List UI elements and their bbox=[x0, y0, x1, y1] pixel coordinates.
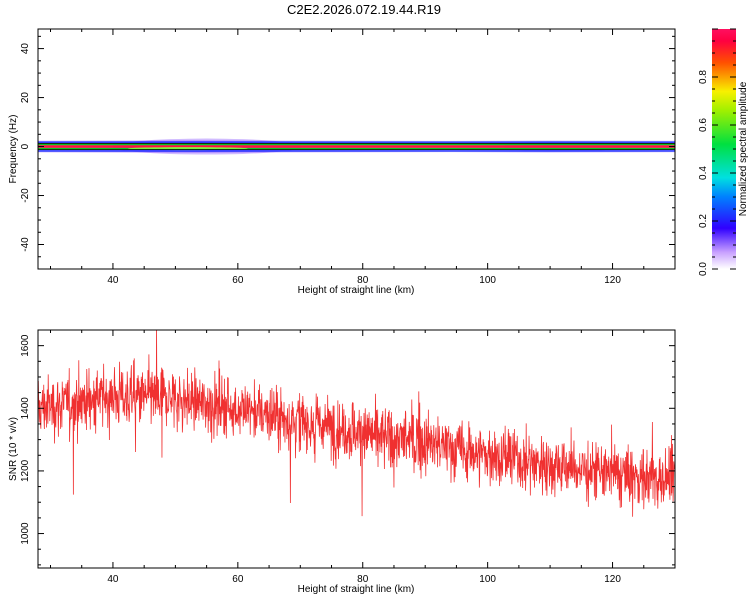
spectrogram-xtick-label: 80 bbox=[357, 275, 369, 286]
spectrogram-image bbox=[38, 138, 675, 155]
spectrogram-ytick-label: 0 bbox=[20, 143, 31, 149]
snr-ytick-label: 1600 bbox=[20, 334, 31, 357]
colorbar-tick-label: 0.4 bbox=[698, 166, 709, 180]
colorbar-gradient bbox=[712, 29, 736, 269]
colorbar-ticks: 0.0 0.2 0.4 0.6 0.8 bbox=[698, 28, 736, 276]
spectrogram-ytick-label: -40 bbox=[20, 237, 31, 252]
snr-xlabel: Height of straight line (km) bbox=[298, 584, 415, 595]
snr-xtick-label: 100 bbox=[479, 574, 496, 585]
colorbar-label: Normalized spectral amplitude bbox=[738, 81, 749, 216]
spectrogram-ytick-label: 20 bbox=[20, 92, 31, 104]
snr-panel: 40 60 80 100 120 1000 1200 1400 1600 Height of s… bbox=[8, 329, 676, 595]
spectrogram-xtick-label: 120 bbox=[604, 275, 621, 286]
colorbar-tick-label: 0.2 bbox=[698, 214, 709, 228]
spectrogram-xtick-label: 40 bbox=[107, 275, 119, 286]
spectrogram-ylabel: Frequency (Hz) bbox=[8, 115, 19, 184]
spectrogram-band bbox=[38, 145, 675, 148]
snr-series-line bbox=[38, 330, 675, 517]
spectrogram-xtick-label: 60 bbox=[232, 275, 244, 286]
snr-ytick-label: 1000 bbox=[20, 522, 31, 545]
spectrogram-xtick-label: 100 bbox=[479, 275, 496, 286]
spectrogram-xlabel: Height of straight line (km) bbox=[298, 285, 415, 296]
snr-ylabel: SNR (10 * v/v) bbox=[8, 417, 19, 481]
colorbar-tick-label: 0.6 bbox=[698, 118, 709, 132]
spectrogram-band bbox=[38, 147, 675, 150]
snr-axes: 40 60 80 100 120 1000 1200 1400 1600 bbox=[20, 329, 676, 585]
spectrogram-band bbox=[38, 141, 675, 143]
colorbar-tick-label: 0.0 bbox=[698, 262, 709, 276]
spectrogram-ytick-label: -20 bbox=[20, 188, 31, 203]
figure-title: C2E2.2026.072.19.44.R19 bbox=[287, 2, 441, 17]
spectrogram-panel: 40 60 80 100 120 -40 -20 0 20 40 Height of straig… bbox=[8, 28, 676, 296]
colorbar: 0.0 0.2 0.4 0.6 0.8 Normalized spectral ampl… bbox=[698, 28, 749, 276]
spectrogram-axes: 40 60 80 100 120 -40 -20 0 20 40 bbox=[20, 29, 676, 286]
spectrogram-ytick-label: 40 bbox=[20, 43, 31, 55]
colorbar-tick-label: 0.8 bbox=[698, 70, 709, 84]
snr-xtick-label: 60 bbox=[232, 574, 244, 585]
snr-ytick-label: 1400 bbox=[20, 397, 31, 420]
snr-xtick-label: 120 bbox=[604, 574, 621, 585]
snr-plot-area bbox=[38, 330, 675, 568]
spectrogram-band bbox=[38, 143, 675, 146]
snr-ytick-label: 1200 bbox=[20, 459, 31, 482]
spectrogram-band bbox=[38, 150, 675, 152]
snr-xtick-label: 40 bbox=[107, 574, 119, 585]
snr-xtick-label: 80 bbox=[357, 574, 369, 585]
